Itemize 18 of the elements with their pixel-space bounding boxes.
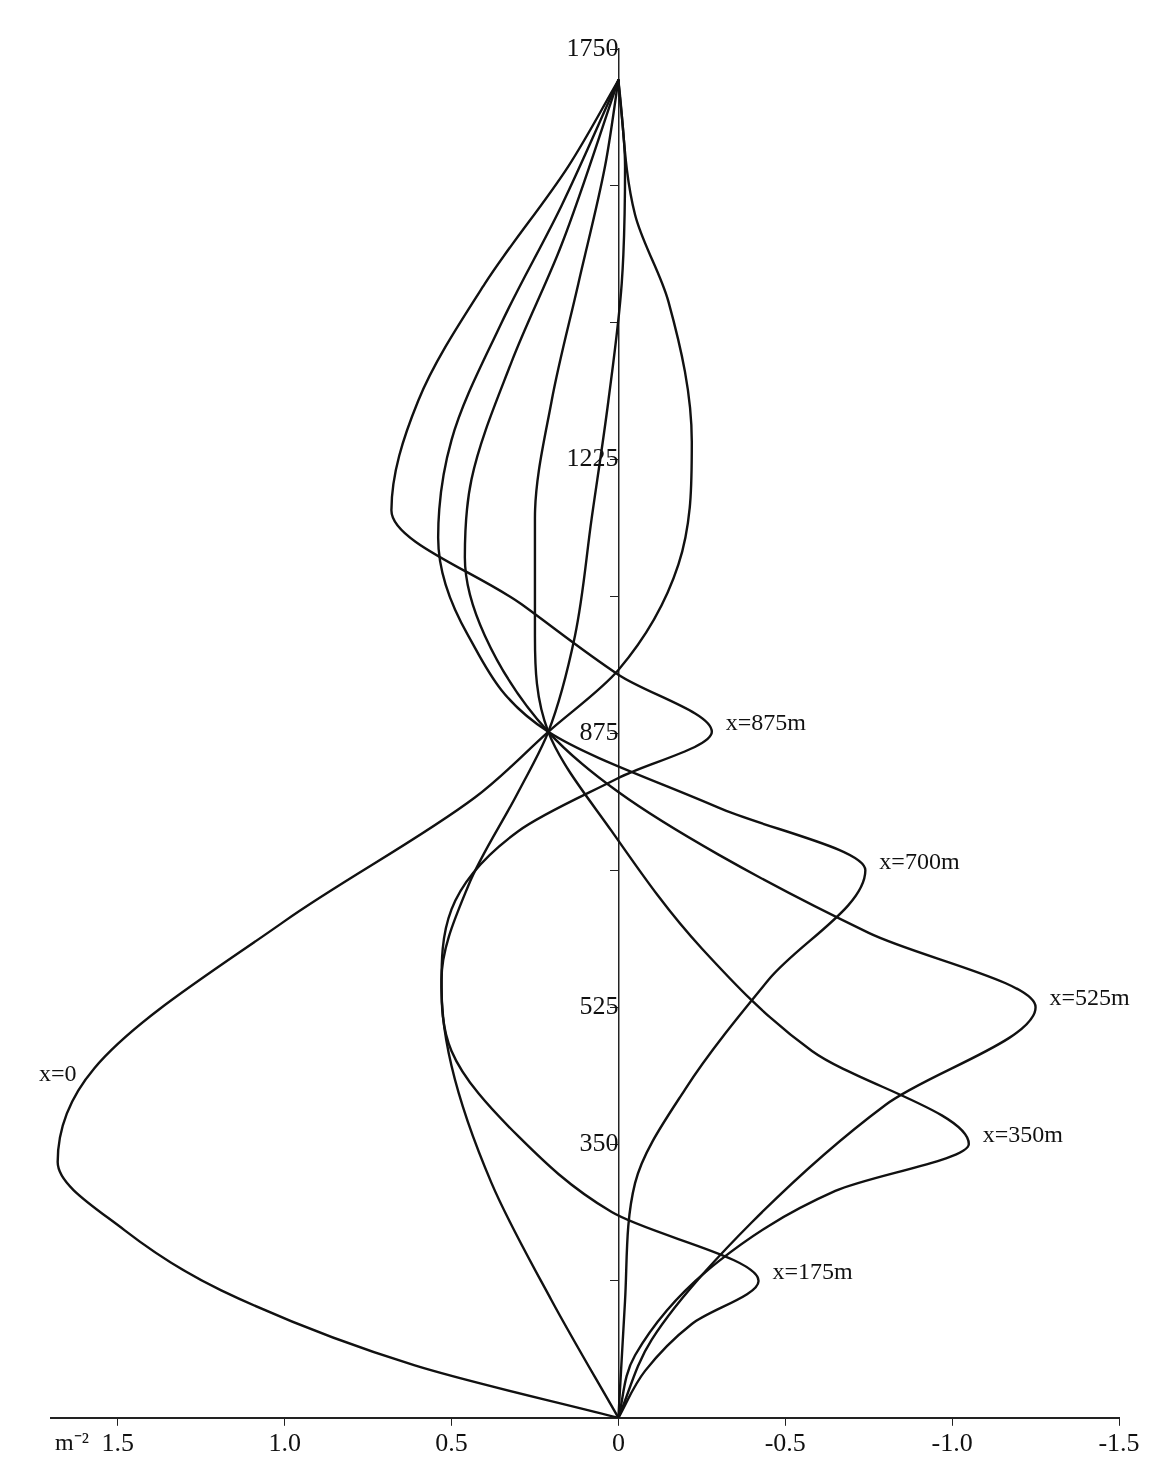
y-tick-label: 1750 [566,32,619,62]
x-tick-label: 0 [611,1428,625,1458]
x-axis-title: m⁻² [55,1429,89,1456]
series-label: x=0 [38,1060,77,1087]
series-label: x=525m [1049,984,1131,1011]
x-tick-label: -0.5 [764,1428,806,1458]
series-label: x=875m [725,709,807,736]
x-tick-label: -1.0 [931,1428,973,1458]
series-label: x=350m [982,1121,1064,1148]
x-tick-label: 0.5 [435,1428,468,1458]
y-tick-label: 875 [579,717,619,747]
series-label: x=700m [879,847,960,874]
x-tick-label: 1.0 [268,1428,301,1458]
y-tick-label: 350 [579,1127,619,1157]
x-tick-label: 1.5 [101,1428,134,1458]
y-tick-label: 525 [579,990,619,1020]
x-tick-label: -1.5 [1098,1428,1140,1458]
series-label: x=175m [772,1258,854,1285]
